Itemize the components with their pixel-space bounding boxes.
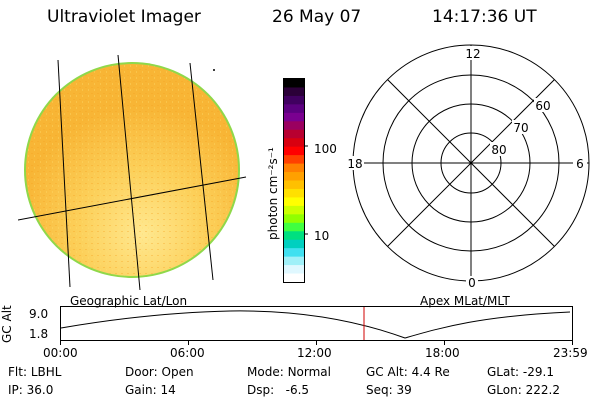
colorbar-segment — [284, 205, 304, 215]
mlt-label-0: 0 — [468, 276, 476, 290]
colorbar-segment — [284, 222, 304, 232]
colorbar-segment — [284, 79, 304, 88]
colorbar-frame — [283, 78, 305, 283]
mlt-label-6: 6 — [576, 157, 584, 171]
alt-xtick-0000: 00:00 — [43, 346, 78, 360]
info-door: Door: Open — [125, 365, 194, 379]
colorbar-segment — [284, 121, 304, 131]
colorbar-segment — [284, 231, 304, 241]
alt-xtick-1800: 18:00 — [425, 346, 460, 360]
alt-xtick-0600: 06:00 — [170, 346, 205, 360]
colorbar-segment — [284, 87, 304, 97]
instrument-title: Ultraviolet Imager — [47, 7, 201, 27]
colorbar-segment — [284, 197, 304, 207]
alt-plot-ylabel: GC Alt — [0, 305, 14, 343]
colorbar — [283, 78, 308, 283]
colorbar-segment — [284, 112, 304, 122]
colorbar-segment — [284, 180, 304, 190]
info-seq: Seq: 39 — [366, 383, 412, 397]
colorbar-segment — [284, 163, 304, 173]
colorbar-unit-label: photon cm⁻²s⁻¹ — [266, 147, 280, 240]
info-mode: Mode: Normal — [247, 365, 331, 379]
info-gc-alt: GC Alt: 4.4 Re — [366, 365, 450, 379]
alt-tick-9: 9.0 — [29, 307, 49, 321]
colorbar-segment — [284, 248, 304, 258]
colorbar-segment — [284, 214, 304, 224]
alt-tick-1-8: 1.8 — [29, 327, 49, 341]
alt-xtick-1200: 12:00 — [297, 346, 332, 360]
info-dsp: Dsp: -6.5 — [247, 383, 310, 397]
lat-label-70: 70 — [513, 121, 528, 135]
geographic-subtitle: Geographic Lat/Lon — [70, 294, 188, 308]
apex-subtitle: Apex MLat/MLT — [420, 294, 510, 308]
mlt-label-18: 18 — [347, 157, 362, 171]
colorbar-segment — [284, 155, 304, 165]
info-gain: Gain: 14 — [125, 383, 176, 397]
colorbar-segment — [284, 104, 304, 114]
colorbar-segment — [284, 256, 304, 266]
colorbar-segment — [284, 138, 304, 148]
alt-xtick-2359: 23:59 — [553, 346, 588, 360]
colorbar-segment — [284, 188, 304, 198]
time-label: 14:17:36 UT — [432, 7, 537, 27]
info-flt: Flt: LBHL — [8, 365, 62, 379]
info-ip: IP: 36.0 — [8, 383, 54, 397]
colorbar-tick-10: 10 — [314, 229, 330, 243]
colorbar-segment — [284, 273, 304, 283]
info-glon: GLon: 222.2 — [487, 383, 560, 397]
colorbar-tick-100: 100 — [314, 142, 337, 156]
earth-disk-image — [18, 55, 247, 290]
polar-dial: 12 6 0 18 60 70 80 — [346, 44, 590, 290]
info-glat: GLat: -29.1 — [487, 365, 554, 379]
colorbar-segment — [284, 95, 304, 105]
altitude-plot — [60, 306, 573, 345]
lat-label-80: 80 — [491, 143, 506, 157]
colorbar-segment — [284, 172, 304, 181]
colorbar-segment — [284, 265, 304, 275]
lat-label-60: 60 — [535, 99, 550, 113]
date-label: 26 May 07 — [272, 7, 362, 27]
colorbar-segment — [284, 146, 304, 156]
mlt-label-12: 12 — [465, 47, 480, 61]
colorbar-segment — [284, 129, 304, 139]
colorbar-segment — [284, 239, 304, 249]
